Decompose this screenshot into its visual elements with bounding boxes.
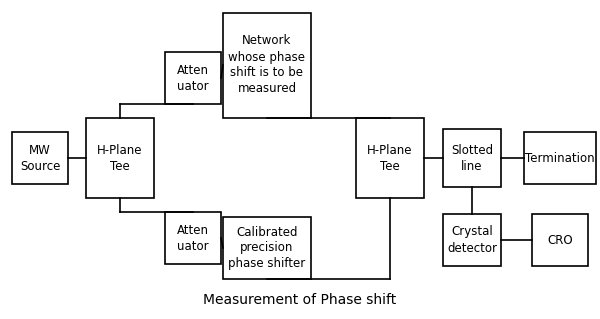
Text: Measurement of Phase shift: Measurement of Phase shift <box>203 293 397 307</box>
Bar <box>12 132 68 184</box>
Bar <box>165 212 221 264</box>
Text: Slotted
line: Slotted line <box>451 144 493 173</box>
Bar <box>524 132 596 184</box>
Bar <box>223 217 311 279</box>
Text: H-Plane
Tee: H-Plane Tee <box>97 144 143 173</box>
Text: MW
Source: MW Source <box>20 144 60 173</box>
Text: Termination: Termination <box>525 152 595 165</box>
Text: Atten
uator: Atten uator <box>177 224 209 253</box>
Text: Atten
uator: Atten uator <box>177 63 209 93</box>
Text: Network
whose phase
shift is to be
measured: Network whose phase shift is to be measu… <box>229 34 305 95</box>
Text: H-Plane
Tee: H-Plane Tee <box>367 144 413 173</box>
Bar <box>532 214 588 266</box>
Text: Crystal
detector: Crystal detector <box>447 226 497 255</box>
Text: Calibrated
precision
phase shifter: Calibrated precision phase shifter <box>229 226 305 271</box>
Bar <box>356 118 424 198</box>
Bar <box>165 52 221 104</box>
Bar <box>223 12 311 117</box>
Bar <box>86 118 154 198</box>
Text: CRO: CRO <box>547 234 573 247</box>
Bar <box>443 129 501 187</box>
Bar <box>443 214 501 266</box>
